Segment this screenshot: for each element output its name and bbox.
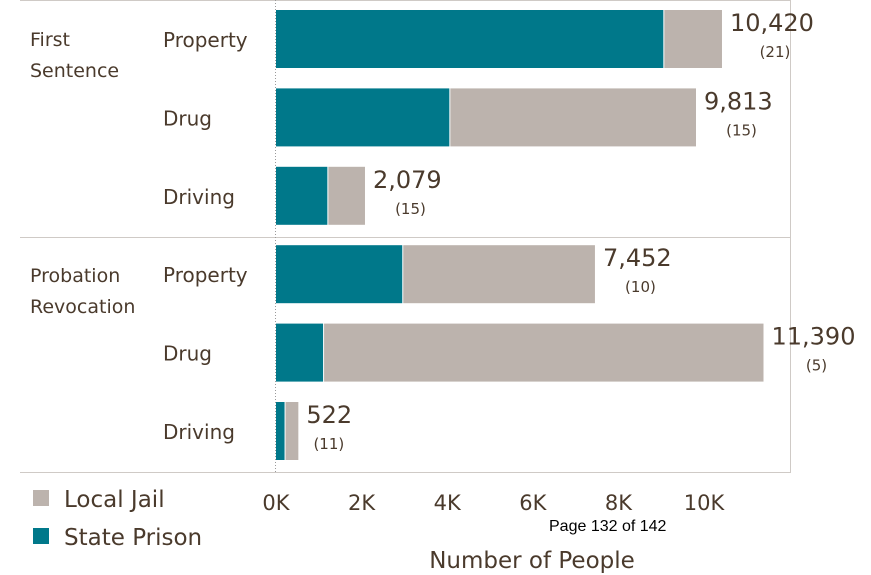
- bar-local-jail: [285, 402, 299, 460]
- category-label-drug: Drug: [163, 342, 212, 366]
- x-tick-label: 6K: [519, 491, 547, 515]
- legend-swatch-local-jail: [33, 490, 49, 506]
- count-label: (11): [313, 435, 344, 453]
- bar-state-prison: [276, 245, 403, 304]
- count-label: (10): [625, 278, 656, 296]
- category-label-property: Property: [163, 263, 248, 287]
- total-value-label: 2,079: [373, 166, 442, 194]
- x-tick-label: 10K: [684, 491, 726, 515]
- bar-state-prison: [276, 88, 450, 147]
- legend-label-state-prison: State Prison: [64, 525, 202, 551]
- legend-label-local-jail: Local Jail: [64, 487, 165, 513]
- count-label: (15): [395, 200, 426, 218]
- total-value-label: 522: [306, 401, 352, 429]
- total-value-label: 11,390: [771, 323, 855, 351]
- count-label: (5): [806, 357, 827, 375]
- bar-local-jail: [324, 323, 764, 382]
- bar-state-prison: [276, 402, 285, 460]
- category-label-driving: Driving: [163, 185, 235, 209]
- bar-state-prison: [276, 10, 664, 68]
- category-label-drug: Drug: [163, 106, 212, 130]
- bar-state-prison: [276, 323, 324, 382]
- category-label-property: Property: [163, 28, 248, 52]
- group-label-2: Probation Revocation: [30, 265, 135, 318]
- bar-local-jail: [328, 166, 365, 225]
- x-tick-label: 2K: [348, 491, 376, 515]
- x-axis-title: Number of People: [429, 548, 635, 574]
- group-label-1: First Sentence: [30, 29, 119, 82]
- category-label-driving: Driving: [163, 420, 235, 444]
- total-value-label: 10,420: [730, 9, 814, 37]
- bar-local-jail: [450, 88, 696, 147]
- bar-local-jail: [403, 245, 595, 304]
- bar-local-jail: [664, 10, 722, 68]
- x-tick-label: 8K: [605, 491, 633, 515]
- total-value-label: 9,813: [704, 87, 773, 115]
- page-footer: Page 132 of 142: [549, 518, 667, 535]
- legend-swatch-state-prison: [33, 528, 49, 544]
- total-value-label: 7,452: [603, 244, 672, 272]
- bar-state-prison: [276, 166, 328, 225]
- count-label: (15): [726, 121, 757, 139]
- x-tick-label: 4K: [434, 491, 462, 515]
- count-label: (21): [760, 43, 791, 61]
- x-tick-label: 0K: [262, 491, 290, 515]
